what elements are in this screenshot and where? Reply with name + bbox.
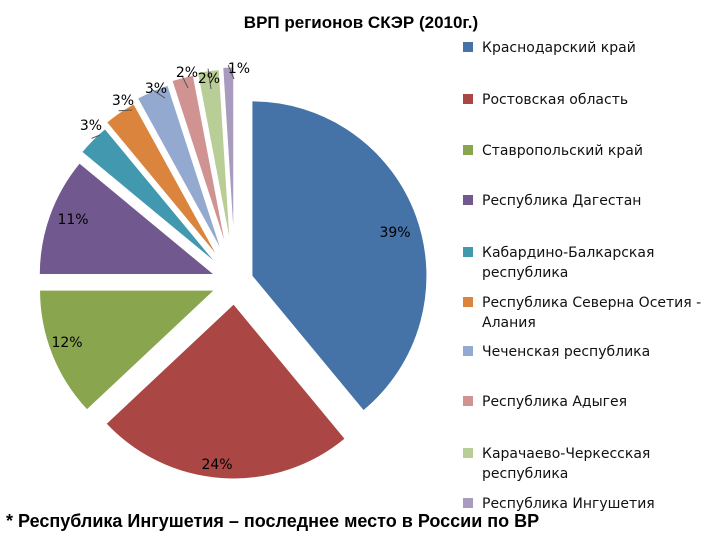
chart-title: ВРП регионов СКЭР (2010г.) xyxy=(244,13,478,32)
legend-swatch xyxy=(463,94,473,104)
legend-item: Республика Северна Осетия - Алания xyxy=(463,295,701,331)
pie-slice xyxy=(136,84,223,252)
slice-percent-label: 24% xyxy=(201,457,232,473)
legend-label: Ставропольский край xyxy=(482,143,643,159)
slice-percent-label: 11% xyxy=(57,212,88,228)
legend-label: Чеченская республика xyxy=(482,344,650,360)
legend-swatch xyxy=(463,396,473,406)
legend-swatch xyxy=(463,498,473,508)
legend-label: Республика Ингушетия xyxy=(482,496,655,512)
pie-slice xyxy=(251,100,428,412)
slice-percent-label: 3% xyxy=(145,81,167,97)
legend-item: Ставропольский край xyxy=(463,143,643,159)
legend-label: Алания xyxy=(482,315,536,331)
legend-label: Кабардино-Балкарская xyxy=(482,245,654,261)
legend-item: Республика Адыгея xyxy=(463,394,627,410)
slice-percent-label: 2% xyxy=(176,65,198,81)
legend-label: республика xyxy=(482,466,568,482)
pie-slice xyxy=(105,103,219,258)
legend-swatch xyxy=(463,42,473,52)
slice-percent-label: 3% xyxy=(80,118,102,134)
leader-line xyxy=(227,64,235,80)
slice-percent-label: 12% xyxy=(51,335,82,351)
legend-item: Чеченская республика xyxy=(463,344,650,360)
slice-percent-label: 1% xyxy=(228,61,250,77)
legend-item: Республика Дагестан xyxy=(463,193,641,209)
legend-item: Республика Ингушетия xyxy=(463,496,655,512)
legend-label: Карачаево-Черкесская xyxy=(482,446,650,462)
pie-slice xyxy=(81,128,218,265)
slice-percent-label: 2% xyxy=(198,71,220,87)
legend-swatch xyxy=(463,145,473,155)
slice-percent-label: 3% xyxy=(112,93,134,109)
legend-label: Краснодарский край xyxy=(482,40,636,56)
leader-line xyxy=(207,68,212,90)
legend-item: Карачаево-Черкесская республика xyxy=(463,446,650,482)
leader-line xyxy=(118,109,133,112)
legend-item: Ростовская область xyxy=(463,92,628,108)
legend-item: Кабардино-Балкарская республика xyxy=(463,245,654,281)
footnote: * Республика Ингушетия – последнее место… xyxy=(6,511,540,537)
legend-swatch xyxy=(463,297,473,307)
legend-swatch xyxy=(463,195,473,205)
legend-swatch xyxy=(463,448,473,458)
legend-swatch xyxy=(463,247,473,257)
legend-item: Краснодарский край xyxy=(463,40,636,56)
leader-line xyxy=(91,134,101,139)
legend-label: республика xyxy=(482,265,568,281)
leader-line xyxy=(151,88,166,99)
slice-percent-label: 39% xyxy=(379,225,410,241)
pie-slice xyxy=(222,66,235,243)
legend-label: Республика Северна Осетия - xyxy=(482,295,701,311)
legend-swatch xyxy=(463,346,473,356)
pie-slice xyxy=(39,289,216,411)
legend-label: Ростовская область xyxy=(482,92,628,108)
pie-slice xyxy=(105,303,346,480)
leader-line xyxy=(181,75,189,89)
legend-label: Республика Дагестан xyxy=(482,193,641,209)
legend-label: Республика Адыгея xyxy=(482,394,627,410)
pie-slice xyxy=(38,162,216,276)
